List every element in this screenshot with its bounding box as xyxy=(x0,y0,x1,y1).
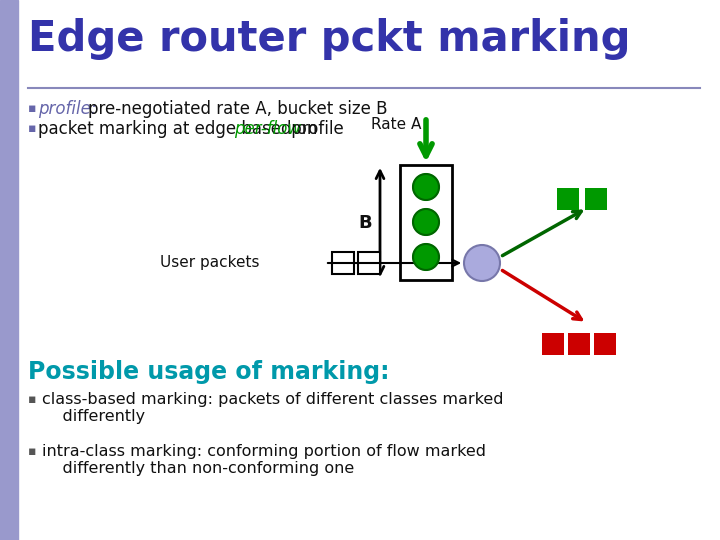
Text: Possible usage of marking:: Possible usage of marking: xyxy=(28,360,390,384)
Text: User packets: User packets xyxy=(160,255,259,271)
Bar xyxy=(400,165,452,280)
Bar xyxy=(0,0,18,540)
Bar xyxy=(557,188,579,210)
Bar xyxy=(542,333,564,355)
Circle shape xyxy=(413,174,439,200)
Text: packet marking at edge based on: packet marking at edge based on xyxy=(38,120,323,138)
Text: ▪: ▪ xyxy=(28,122,37,135)
Text: profile: profile xyxy=(286,120,343,138)
Bar xyxy=(585,188,607,210)
Text: ▪: ▪ xyxy=(28,102,37,115)
Bar xyxy=(332,252,354,274)
Bar xyxy=(358,252,380,274)
Text: Rate A: Rate A xyxy=(371,117,421,132)
Text: Edge router pckt marking: Edge router pckt marking xyxy=(28,18,631,60)
Bar xyxy=(568,333,590,355)
Text: class-based marking: packets of different classes marked
    differently: class-based marking: packets of differen… xyxy=(42,392,503,424)
Circle shape xyxy=(413,244,439,270)
Circle shape xyxy=(464,245,500,281)
Text: B: B xyxy=(359,213,372,232)
Text: profile:: profile: xyxy=(38,100,96,118)
Text: intra-class marking: conforming portion of flow marked
    differently than non-: intra-class marking: conforming portion … xyxy=(42,444,486,476)
Bar xyxy=(594,333,616,355)
Text: pre-negotiated rate A, bucket size B: pre-negotiated rate A, bucket size B xyxy=(88,100,387,118)
Text: ▪: ▪ xyxy=(28,393,37,406)
Text: per-flow: per-flow xyxy=(234,120,301,138)
Circle shape xyxy=(413,209,439,235)
Text: ▪: ▪ xyxy=(28,445,37,458)
